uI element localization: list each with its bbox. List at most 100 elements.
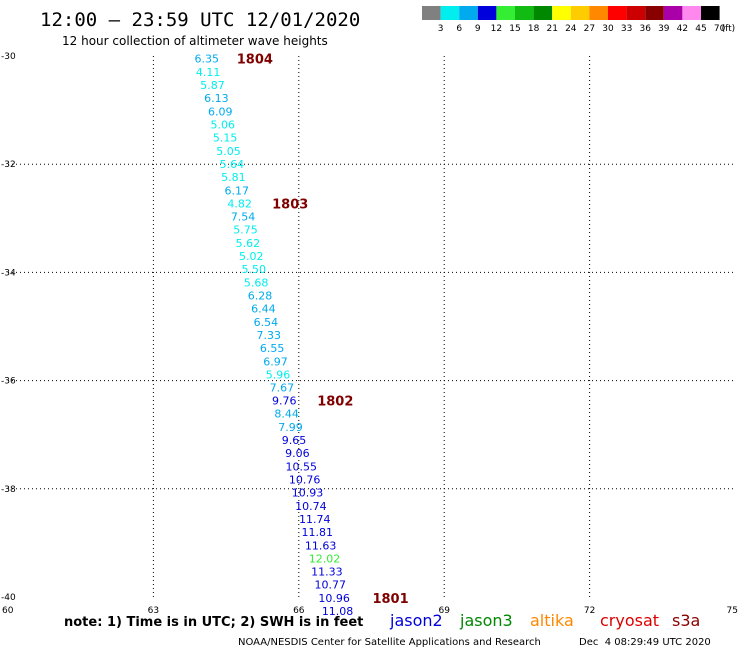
satellite-cryosat: cryosat xyxy=(600,611,659,630)
wave-height-value: 10.96 xyxy=(318,592,350,605)
wave-height-value: 10.74 xyxy=(295,500,327,513)
scale-swatch xyxy=(701,6,720,20)
x-tick-label: 69 xyxy=(438,606,450,616)
wave-height-value: 5.75 xyxy=(233,224,258,237)
wave-height-value: 6.54 xyxy=(254,316,279,329)
satellite-s3a: s3a xyxy=(672,611,700,630)
y-tick-label: -38 xyxy=(1,485,16,495)
pass-number-label: 1804 xyxy=(237,53,273,68)
satellite-legend: jason2 jason3 altika cryosat s3a xyxy=(389,611,700,630)
scale-swatch xyxy=(552,6,571,20)
pass-number-label: 1801 xyxy=(372,592,408,607)
scale-swatch xyxy=(589,6,608,20)
wave-height-value: 7.99 xyxy=(278,421,303,434)
wave-height-value: 5.68 xyxy=(244,277,269,290)
wave-height-value: 5.87 xyxy=(200,79,225,92)
wave-height-value: 6.28 xyxy=(248,290,273,303)
y-tick-label: -40 xyxy=(1,593,16,603)
x-tick-label: 63 xyxy=(148,606,159,616)
wave-height-value: 11.08 xyxy=(322,605,354,618)
wave-height-value: 9.65 xyxy=(282,434,307,447)
footer-note: note: 1) Time is in UTC; 2) SWH is in fe… xyxy=(64,615,363,630)
y-tick-label: -30 xyxy=(1,52,16,62)
satellite-jason2: jason2 xyxy=(389,611,443,630)
scale-label: 21 xyxy=(546,24,557,34)
y-axis-ticks: -30 -32 -34 -36 -38 -40 xyxy=(1,52,16,603)
scale-swatch xyxy=(440,6,460,20)
scale-label: 6 xyxy=(456,24,462,34)
scale-label: 30 xyxy=(602,24,614,34)
scale-label: 3 xyxy=(438,24,444,34)
scale-label: 42 xyxy=(677,24,688,34)
x-tick-label: 72 xyxy=(584,606,595,616)
wave-height-value: 10.77 xyxy=(315,579,347,592)
scale-label: 33 xyxy=(621,24,632,34)
wave-height-value: 5.96 xyxy=(266,369,291,382)
wave-height-value: 7.54 xyxy=(231,211,256,224)
scale-label: 39 xyxy=(658,24,670,34)
scale-label: 36 xyxy=(639,24,651,34)
scale-swatch xyxy=(626,6,646,20)
x-tick-label: 60 xyxy=(2,606,14,616)
wave-height-value: 8.44 xyxy=(274,408,299,421)
wave-height-value: 11.81 xyxy=(301,526,333,539)
pass-labels: 1804 1803 1802 1801 xyxy=(237,53,409,607)
wave-height-value: 4.82 xyxy=(227,198,252,211)
y-tick-label: -32 xyxy=(1,160,16,170)
scale-label: 15 xyxy=(509,24,520,34)
footer-credit: NOAA/NESDIS Center for Satellite Applica… xyxy=(238,637,541,648)
scale-swatch xyxy=(663,6,683,20)
wave-height-value: 5.15 xyxy=(213,132,238,145)
scale-label: 24 xyxy=(565,24,577,34)
wave-height-value: 5.06 xyxy=(210,119,235,132)
x-tick-label: 66 xyxy=(293,606,305,616)
scale-swatch xyxy=(477,6,497,20)
pass-number-label: 1803 xyxy=(272,198,308,213)
satellite-jason3: jason3 xyxy=(459,611,513,630)
wave-height-value: 5.05 xyxy=(216,145,241,158)
scale-swatch xyxy=(496,6,515,20)
wave-height-value: 4.11 xyxy=(196,66,221,79)
wave-height-values: 6.354.115.876.136.095.065.155.055.645.81… xyxy=(194,53,353,618)
wave-height-value: 5.81 xyxy=(221,171,246,184)
wave-height-value: 5.50 xyxy=(241,263,266,276)
wave-height-value: 10.76 xyxy=(289,474,321,487)
wave-height-value: 6.55 xyxy=(260,342,285,355)
wave-height-value: 6.09 xyxy=(208,106,233,119)
wave-height-value: 5.02 xyxy=(239,250,264,263)
wave-height-value: 6.97 xyxy=(263,356,288,369)
scale-swatch xyxy=(422,6,441,20)
scale-unit: (ft) xyxy=(722,24,736,34)
wave-height-value: 11.74 xyxy=(299,513,331,526)
scale-swatch xyxy=(570,6,590,20)
wave-height-value: 6.17 xyxy=(225,185,250,198)
chart-subtitle: 12 hour collection of altimeter wave hei… xyxy=(62,34,328,48)
wave-height-value: 12.02 xyxy=(309,553,341,566)
y-tick-label: -36 xyxy=(1,377,16,387)
pass-number-label: 1802 xyxy=(317,395,353,410)
y-tick-label: -34 xyxy=(1,268,16,278)
grid-lines xyxy=(8,56,735,597)
scale-swatch xyxy=(533,6,553,20)
wave-height-value: 7.33 xyxy=(257,329,282,342)
wave-height-value: 10.93 xyxy=(292,487,324,500)
wave-height-value: 6.35 xyxy=(194,53,219,66)
wave-height-value: 10.55 xyxy=(285,461,317,474)
scale-label: 27 xyxy=(584,24,595,34)
scale-label: 12 xyxy=(491,24,502,34)
x-axis-ticks: 60 63 66 69 72 75 xyxy=(2,606,738,616)
wave-height-value: 5.62 xyxy=(236,237,261,250)
x-tick-label: 75 xyxy=(727,606,738,616)
scale-label: 70 xyxy=(714,24,726,34)
satellite-altika: altika xyxy=(530,611,574,630)
scale-swatch xyxy=(515,6,534,20)
wave-height-value: 6.44 xyxy=(251,303,276,316)
wave-height-value: 6.13 xyxy=(204,92,229,105)
scale-label: 18 xyxy=(528,24,540,34)
wave-height-value: 7.67 xyxy=(270,382,295,395)
wave-height-value: 9.76 xyxy=(272,395,297,408)
scale-swatch xyxy=(682,6,701,20)
scale-label: 9 xyxy=(475,24,481,34)
scale-swatch xyxy=(608,6,627,20)
color-scale-legend: 3 6 9 12 15 18 21 24 27 30 33 36 39 42 45 70(ft) xyxy=(422,6,735,34)
